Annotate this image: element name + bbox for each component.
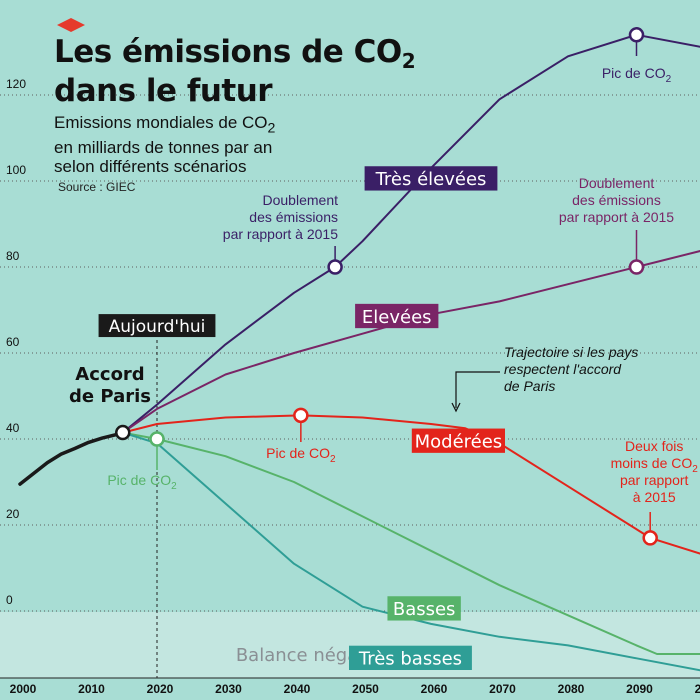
series-label-tres_elevees: Très élevées [375,169,487,190]
series-label-moderees-box [411,428,505,453]
annotation-deux-fois-line-0: Deux fois [625,438,683,454]
annotation-trajectoire-line-0: Trajectoire si les pays [504,344,638,360]
series-label-tres_elevees-box [364,166,498,191]
series-label-tres_basses-box [349,645,472,670]
marker-basses-2020 [149,431,165,447]
annotation-deux-fois-line-0-text: Deux fois [625,438,683,454]
series-line-moderees [121,414,700,555]
annotation-pic_tres_elevees-sub: 2 [666,74,672,85]
x-tick-label-2020: 2020 [147,682,174,696]
x-tick-label-2040: 2040 [284,682,311,696]
x-tick-label-2090: 2090 [626,682,653,696]
annotation-deux-fois-line-1-text: moins de CO [611,455,693,471]
series-line-tres_basses [121,431,700,672]
series-label-elevees-box [355,303,439,329]
x-tick-label-2000: 2000 [10,682,37,696]
annotation-pic_tres_elevees-text: Pic de CO [602,65,666,81]
chart-title: Les émissions de CO2 dans le futur [54,34,416,109]
series-label-tres_basses: Très basses [358,649,462,670]
annotation-trajectoire-line-2: de Paris [504,378,555,394]
annotation-pic_moderees: Pic de CO2 [266,445,336,465]
subtitle-line-3: selon différents scénarios [54,157,247,177]
annotation-pic_basses-text: Pic de CO [107,472,171,488]
title-line-2: dans le futur [54,73,273,109]
annotation-deux-fois-line-3: à 2015 [633,489,676,505]
series-line-basses [121,431,700,655]
y-tick-label-80: 80 [6,249,20,263]
annotation-deux-fois-line-2: par rapport [620,472,689,488]
annotation-doublement-2-line-1: des émissions [572,192,661,208]
annotation-pic_moderees-text: Pic de CO [266,445,330,461]
annotation-deux-fois-sub: 2 [692,464,698,475]
x-tick-label-2100: 2100 [695,682,700,696]
trajectoire-arrow [455,371,500,408]
marker-moderees-2041 [293,407,309,424]
x-axis-band [0,678,700,700]
annotation-pic_basses-sub: 2 [171,481,177,492]
source-note: Source : GIEC [58,180,136,194]
subtitle-line-2: en milliards de tonnes par an [54,138,273,158]
marker-tres_elevees-2090 [628,27,645,43]
annotation-pic_moderees-sub: 2 [330,454,336,465]
series-label-elevees: Elevées [362,307,432,328]
marker-moderees-2092 [642,530,658,546]
series-line-tres_elevees [121,33,700,434]
subtitle-line-1: Emissions mondiales de CO [54,113,268,132]
y-tick-label-100: 100 [6,163,26,177]
title-subscript: 2 [401,49,416,73]
annotation-doublement-2-line-2: par rapport à 2015 [559,209,674,225]
y-tick-label-120: 120 [6,77,26,91]
annotation-doublement-1-line-1: des émissions [249,209,338,225]
annotation-trajectoire-line-1: respectent l'accord [504,361,622,377]
x-tick-label-2070: 2070 [489,682,516,696]
annotation-accord-line-0: Accord [75,364,144,385]
annotation-pic_tres_elevees: Pic de CO2 [602,65,672,85]
annotation-deux-fois-line-1: moins de CO2 [611,455,699,475]
y-tick-label-40: 40 [6,421,20,435]
series-label-basses-box [387,596,461,621]
marker-elevees-2090 [628,259,645,275]
x-tick-label-2030: 2030 [215,682,242,696]
annotation-doublement-1-line-2: par rapport à 2015 [223,226,338,242]
x-tick-label-2060: 2060 [421,682,448,696]
annotation-aujourdhui-box [98,314,216,338]
chart-subtitle: Emissions mondiales de CO2 en milliards … [54,113,354,176]
brand-logo-icon [57,18,85,32]
annotation-pic_basses: Pic de CO2 [107,472,177,492]
x-tick-label-2010: 2010 [78,682,105,696]
annotation-deux-fois-line-3-text: à 2015 [633,489,676,505]
title-line-1: Les émissions de CO [54,34,402,70]
subtitle-subscript: 2 [267,120,276,137]
y-tick-label-60: 60 [6,335,20,349]
annotation-doublement-2-line-0: Doublement [579,175,655,191]
y-tick-label-0: 0 [6,593,13,607]
trajectoire-arrow-head [451,402,461,413]
annotation-deux-fois-line-2-text: par rapport [620,472,689,488]
marker-tres_elevees-2046 [327,259,343,275]
annotation-accord-line-1: de Paris [69,386,151,407]
accord-marker [115,424,131,441]
annotation-aujourdhui: Aujourd'hui [109,317,206,337]
series-label-basses: Basses [393,599,456,620]
x-tick-label-2080: 2080 [558,682,585,696]
x-tick-label-2050: 2050 [352,682,379,696]
annotation-doublement-1-line-0: Doublement [263,192,339,208]
series-label-moderees: Modérées [415,431,503,452]
y-tick-label-20: 20 [6,507,20,521]
series-line-historical [18,430,125,486]
